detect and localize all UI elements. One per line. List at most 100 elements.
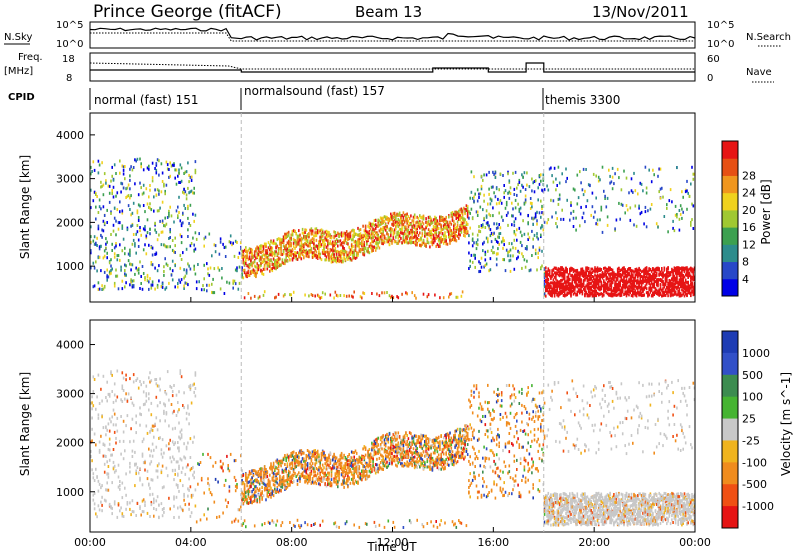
- power-cell: [678, 228, 681, 232]
- power-cell: [315, 250, 318, 254]
- power-cell: [560, 273, 562, 277]
- power-cell: [96, 236, 98, 240]
- power-cell: [643, 293, 645, 297]
- power-cell: [479, 192, 482, 196]
- power-cell: [155, 168, 158, 172]
- power-cell: [296, 238, 299, 242]
- power-cell: [445, 239, 447, 243]
- power-cell: [349, 235, 352, 238]
- power-cell: [179, 233, 182, 237]
- power-cell: [168, 214, 170, 218]
- power-cell: [150, 283, 153, 287]
- power-cell: [90, 235, 92, 239]
- power-cell: [488, 269, 490, 273]
- power-cell: [392, 233, 395, 237]
- velocity-cell: [95, 443, 97, 447]
- power-cell: [119, 210, 121, 214]
- power-cell: [100, 185, 102, 189]
- velocity-cell: [113, 502, 116, 506]
- power-cell: [320, 296, 323, 299]
- power-cell: [615, 287, 618, 291]
- power-cell: [489, 268, 492, 272]
- power-cell: [332, 244, 334, 248]
- power-cell: [108, 200, 111, 204]
- velocity-cell: [126, 399, 129, 403]
- power-cell: [397, 296, 400, 300]
- power-cell: [537, 237, 539, 241]
- power-cell: [669, 188, 672, 192]
- power-cell: [518, 180, 521, 184]
- power-cell: [655, 273, 658, 276]
- power-cell: [108, 270, 111, 274]
- power-cell: [533, 233, 536, 237]
- power-cell: [102, 229, 105, 233]
- power-cell: [260, 251, 262, 254]
- power-cell: [300, 243, 303, 247]
- power-cell: [440, 229, 442, 233]
- power-cell: [429, 223, 431, 227]
- power-cell: [142, 272, 145, 275]
- power-cell: [459, 233, 461, 237]
- power-cell: [342, 246, 344, 250]
- power-cell: [577, 276, 580, 280]
- power-cell: [571, 279, 574, 283]
- power-cell: [439, 236, 441, 240]
- power-cell: [284, 235, 286, 239]
- power-cell: [495, 263, 498, 267]
- power-cell: [184, 190, 187, 194]
- velocity-cell: [92, 476, 95, 480]
- power-cell: [594, 270, 596, 274]
- power-cell: [566, 279, 568, 283]
- power-cell: [681, 207, 683, 211]
- power-cell: [160, 190, 163, 194]
- power-cell: [213, 291, 216, 295]
- power-cell: [343, 239, 345, 243]
- power-cell: [335, 258, 338, 262]
- velocity-cell: [101, 415, 103, 419]
- power-cell: [487, 202, 489, 206]
- power-cell: [237, 256, 240, 259]
- power-cell: [563, 280, 566, 284]
- power-cell: [415, 239, 417, 243]
- power-cell: [422, 241, 425, 245]
- nave-trace: [89, 62, 695, 70]
- power-cell: [142, 191, 145, 195]
- power-cell: [392, 230, 395, 234]
- power-cell: [545, 270, 547, 274]
- power-cell: [579, 277, 581, 281]
- power-cell: [474, 256, 476, 260]
- power-cell: [328, 234, 330, 238]
- power-cell: [318, 243, 320, 247]
- power-cell: [121, 182, 124, 186]
- power-cell: [552, 180, 555, 184]
- power-cell: [513, 220, 516, 224]
- freq-panel: Freq. [MHz] 18 8 60 0 Nave: [4, 52, 774, 84]
- power-cell: [371, 236, 373, 240]
- power-cell: [545, 266, 547, 270]
- power-cell: [527, 221, 529, 225]
- power-cell: [111, 242, 113, 246]
- power-cell: [98, 287, 101, 291]
- power-cell: [580, 181, 582, 185]
- power-cell: [538, 182, 541, 186]
- colorbar-tick-label: 16: [742, 221, 756, 234]
- power-cell: [311, 229, 314, 233]
- power-cell: [587, 289, 590, 293]
- power-cell: [566, 287, 568, 291]
- power-cell: [513, 223, 516, 227]
- velocity-cell: [121, 512, 124, 516]
- power-cell: [543, 279, 546, 283]
- power-cell: [442, 218, 445, 222]
- power-cell: [595, 267, 597, 271]
- power-cell: [257, 296, 260, 300]
- power-cell: [305, 239, 308, 243]
- power-cell: [361, 242, 363, 246]
- power-cell: [342, 249, 344, 253]
- power-cell: [557, 202, 560, 206]
- power-cell: [396, 231, 398, 235]
- power-cell: [93, 284, 96, 288]
- power-cell: [579, 275, 581, 279]
- power-cell: [269, 269, 271, 273]
- power-cell: [406, 212, 408, 216]
- velocity-cell: [100, 434, 102, 438]
